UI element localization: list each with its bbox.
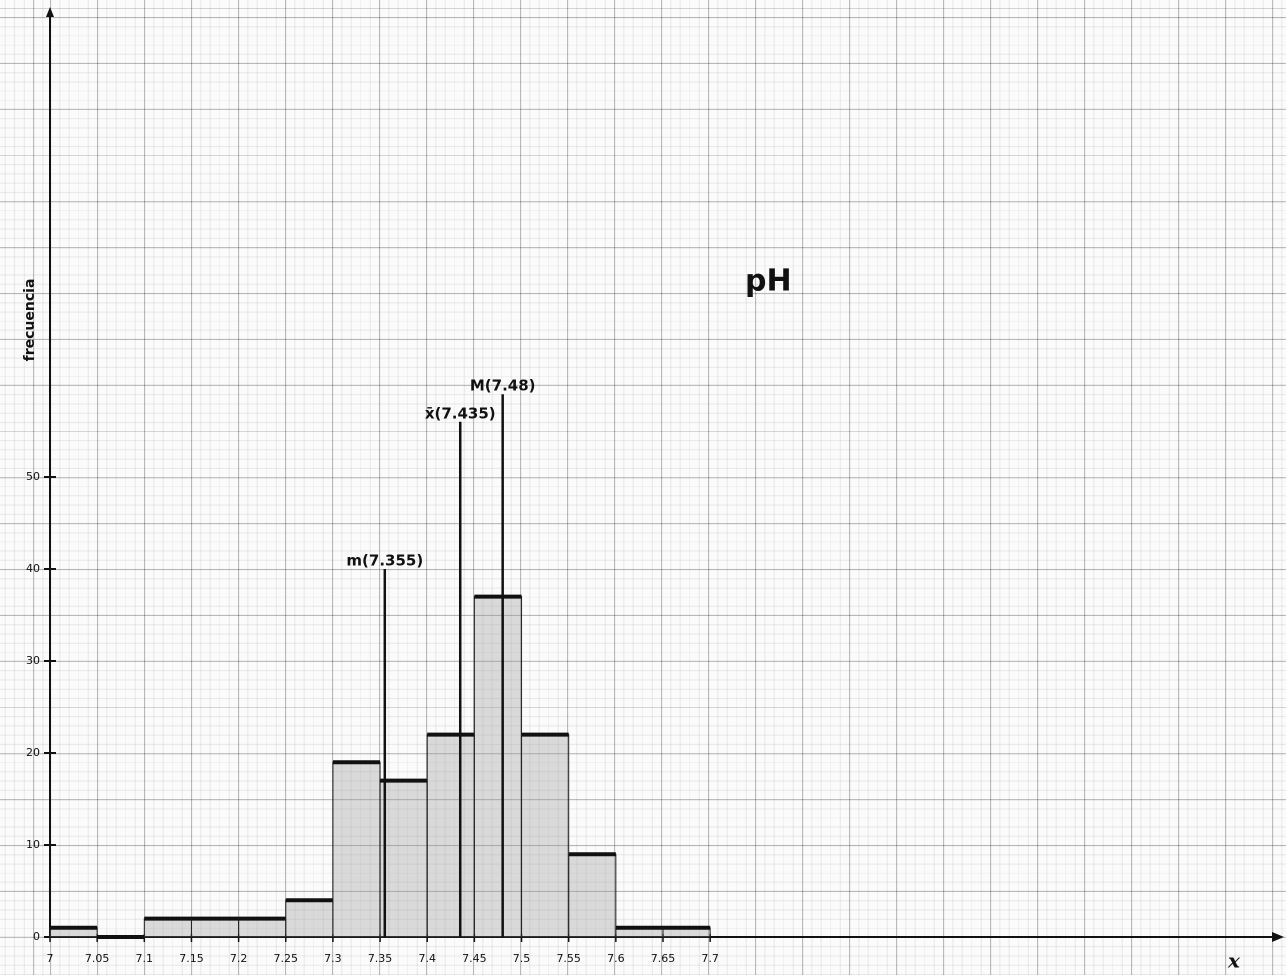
x-tick-label: 7.25: [274, 952, 299, 965]
y-axis-label: frecuencia: [22, 279, 38, 362]
x-tick-label: 7.4: [418, 952, 436, 965]
annotation-label: m(7.355): [346, 552, 423, 570]
bar: [286, 900, 333, 937]
y-axis-arrow: [46, 7, 54, 17]
x-tick-label: 7: [47, 952, 54, 965]
bar: [239, 919, 286, 937]
annotation-label: M(7.48): [470, 377, 536, 395]
bar: [569, 854, 616, 937]
bar: [427, 735, 474, 937]
bar: [522, 735, 569, 937]
x-tick-label: 7.35: [368, 952, 393, 965]
bar: [191, 919, 238, 937]
x-tick-label: 7.05: [85, 952, 110, 965]
x-axis-label: x: [1227, 949, 1241, 973]
x-axis-arrow: [1272, 932, 1284, 942]
x-tick-label: 7.3: [324, 952, 342, 965]
x-tick-label: 7.1: [136, 952, 154, 965]
chart-title: pH: [745, 264, 792, 299]
x-tick-label: 7.65: [651, 952, 676, 965]
x-tick-label: 7.55: [556, 952, 581, 965]
y-tick-label: 20: [26, 746, 40, 759]
x-tick-label: 7.15: [179, 952, 204, 965]
y-tick-label: 40: [26, 562, 40, 575]
annotation-label: x̄(7.435): [425, 404, 496, 422]
x-tick-label: 7.2: [230, 952, 248, 965]
x-tick-label: 7.45: [462, 952, 487, 965]
bar: [380, 781, 427, 937]
y-tick-label: 10: [26, 838, 40, 851]
bar: [474, 597, 521, 937]
y-tick-label: 30: [26, 654, 40, 667]
x-tick-label: 7.6: [607, 952, 625, 965]
bar: [144, 919, 191, 937]
y-tick-label: 0: [33, 930, 40, 943]
x-tick-label: 7.5: [513, 952, 531, 965]
bar: [333, 762, 380, 937]
y-tick-label: 50: [26, 470, 40, 483]
x-tick-label: 7.7: [701, 952, 719, 965]
chart: pH frecuencia x 0 10 20 30 40 50 7 7.05 7.1 7.15 7…: [0, 0, 1286, 975]
